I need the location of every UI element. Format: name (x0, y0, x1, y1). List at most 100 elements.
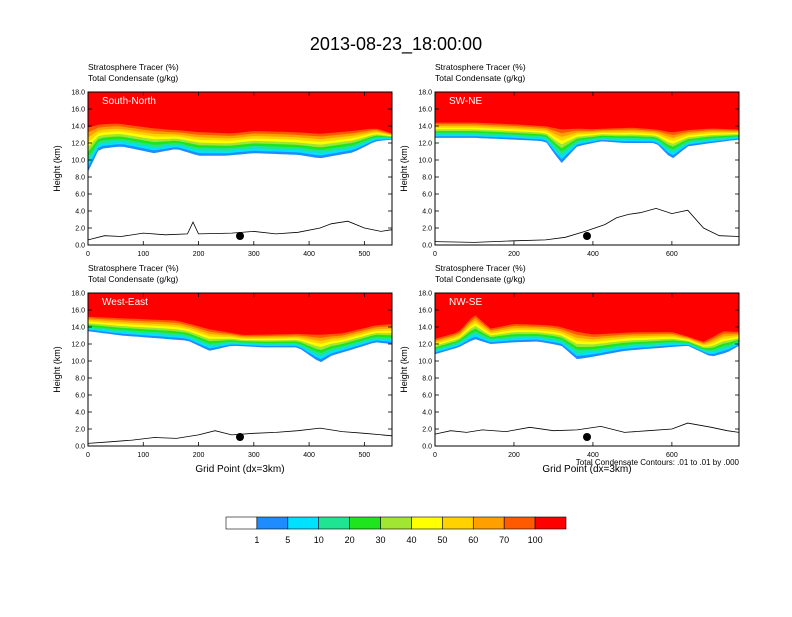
y-tick-label: 16.0 (418, 107, 432, 114)
tracer-label: Stratosphere Tracer (%) (435, 263, 526, 273)
panel-name: West-East (102, 297, 148, 308)
y-tick-label: 12.0 (71, 141, 85, 148)
tracer-field (435, 293, 739, 360)
tracer-band-100 (88, 92, 392, 134)
x-tick-label: 100 (137, 251, 149, 258)
location-marker (236, 232, 244, 240)
tracer-label: Stratosphere Tracer (%) (88, 62, 179, 72)
y-tick-label: 2.0 (75, 226, 85, 233)
y-tick-label: 0.0 (422, 444, 432, 451)
y-tick-label: 4.0 (422, 410, 432, 417)
y-tick-label: 8.0 (422, 175, 432, 182)
colorbar-label: 10 (314, 535, 324, 545)
x-tick-label: 500 (359, 251, 371, 258)
y-tick-label: 16.0 (71, 107, 85, 114)
colorbar-label: 20 (345, 535, 355, 545)
tracer-field (435, 92, 739, 163)
colorbar-label: 40 (406, 535, 416, 545)
condensate-label: Total Condensate (g/kg) (88, 73, 178, 83)
x-tick-label: 400 (303, 452, 315, 459)
colorbar-swatch (380, 516, 412, 530)
y-tick-label: 0.0 (75, 243, 85, 250)
colorbar-label: 100 (528, 535, 543, 545)
colorbar-swatch (287, 516, 320, 530)
panel-west-east: Stratosphere Tracer (%)Total Condensate … (52, 263, 393, 475)
colorbar-label: 30 (376, 535, 386, 545)
colorbar-swatch (503, 516, 536, 530)
y-axis-label: Height (km) (52, 346, 62, 393)
colorbar-label: 70 (499, 535, 509, 545)
plot-frame (434, 91, 740, 246)
x-tick-label: 600 (666, 452, 678, 459)
y-tick-label: 18.0 (418, 90, 432, 97)
condensate-label: Total Condensate (g/kg) (435, 73, 525, 83)
y-tick-label: 2.0 (422, 226, 432, 233)
panel-south-north: Stratosphere Tracer (%)Total Condensate … (52, 62, 393, 258)
y-tick-label: 16.0 (71, 308, 85, 315)
y-tick-label: 6.0 (75, 192, 85, 199)
y-tick-label: 12.0 (71, 342, 85, 349)
x-tick-label: 400 (587, 452, 599, 459)
terrain-line (435, 207, 739, 243)
colorbar-swatch (349, 516, 381, 530)
terrain-line (88, 427, 392, 444)
panel-name: NW-SE (449, 297, 482, 308)
y-tick-label: 12.0 (418, 141, 432, 148)
condensate-label: Total Condensate (g/kg) (435, 274, 525, 284)
plot-frame (434, 292, 740, 447)
y-tick-label: 8.0 (75, 175, 85, 182)
y-tick-label: 10.0 (71, 359, 85, 366)
colorbar-swatch (318, 516, 350, 530)
y-tick-label: 2.0 (422, 427, 432, 434)
y-tick-label: 0.0 (422, 243, 432, 250)
contour-note: Total Condensate Contours: .01 to .01 by… (576, 458, 740, 467)
x-tick-label: 0 (433, 452, 437, 459)
x-tick-label: 300 (248, 251, 260, 258)
y-tick-label: 6.0 (422, 393, 432, 400)
tracer-label: Stratosphere Tracer (%) (435, 62, 526, 72)
y-tick-label: 10.0 (418, 359, 432, 366)
figure-title: 2013-08-23_18:00:00 (310, 34, 482, 55)
panel-name: South-North (102, 96, 156, 107)
location-marker (583, 232, 591, 240)
y-tick-label: 14.0 (71, 325, 85, 332)
location-marker (236, 433, 244, 441)
x-tick-label: 0 (433, 251, 437, 258)
tracer-label: Stratosphere Tracer (%) (88, 263, 179, 273)
y-tick-label: 8.0 (422, 376, 432, 383)
tracer-band-100 (435, 92, 739, 133)
x-tick-label: 100 (137, 452, 149, 459)
y-tick-label: 14.0 (418, 325, 432, 332)
y-tick-label: 10.0 (71, 158, 85, 165)
colorbar-label: 60 (468, 535, 478, 545)
y-tick-label: 6.0 (422, 192, 432, 199)
panel-nw-se: Stratosphere Tracer (%)Total Condensate … (399, 263, 740, 475)
tracer-field (88, 92, 392, 172)
y-tick-label: 0.0 (75, 444, 85, 451)
terrain-line (88, 220, 392, 241)
y-tick-label: 12.0 (418, 342, 432, 349)
tracer-band-100 (435, 293, 739, 342)
y-tick-label: 4.0 (422, 209, 432, 216)
y-tick-label: 16.0 (418, 308, 432, 315)
y-tick-label: 4.0 (75, 410, 85, 417)
location-marker (583, 433, 591, 441)
x-tick-label: 200 (193, 251, 205, 258)
y-tick-label: 14.0 (71, 124, 85, 131)
colorbar-swatch (534, 516, 567, 530)
x-tick-label: 300 (248, 452, 260, 459)
colorbar-swatch (225, 516, 258, 530)
x-tick-label: 600 (666, 251, 678, 258)
terrain-line (435, 422, 739, 435)
x-tick-label: 400 (303, 251, 315, 258)
plot-frame (87, 292, 393, 447)
x-tick-label: 0 (86, 251, 90, 258)
x-tick-label: 200 (508, 251, 520, 258)
y-tick-label: 18.0 (418, 291, 432, 298)
colorbar-label: 5 (285, 535, 290, 545)
y-axis-label: Height (km) (399, 145, 409, 192)
x-axis-label: Grid Point (dx=3km) (195, 464, 284, 475)
y-axis-label: Height (km) (52, 145, 62, 192)
x-tick-label: 200 (508, 452, 520, 459)
